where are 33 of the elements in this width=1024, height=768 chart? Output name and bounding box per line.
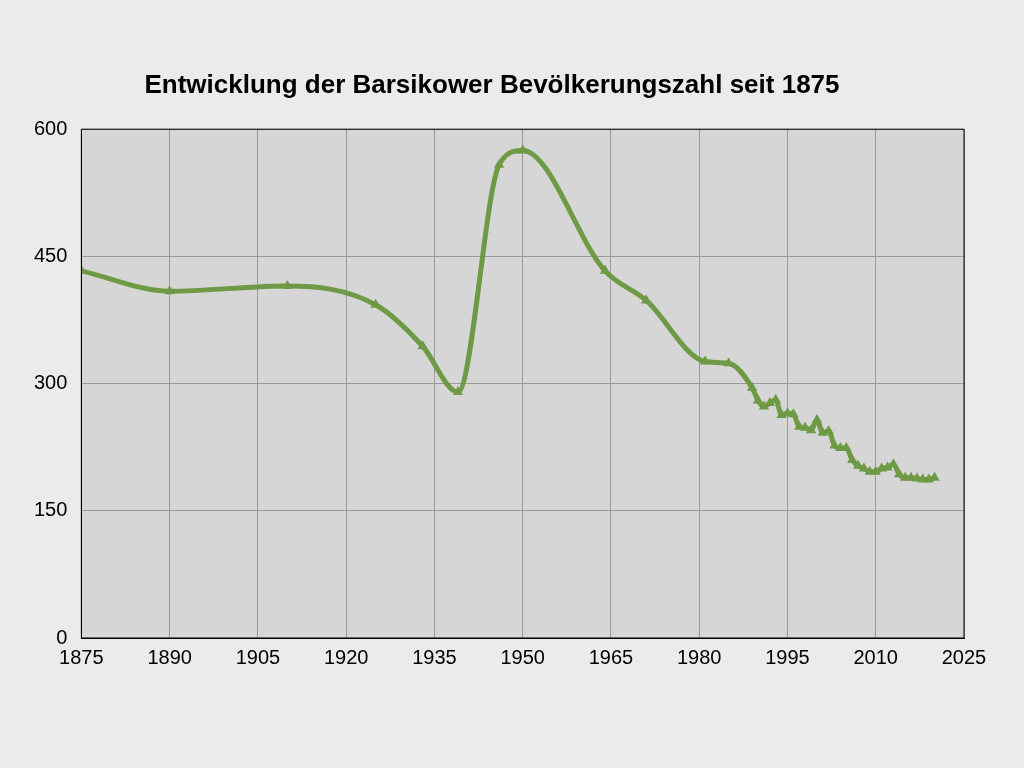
point <box>164 285 175 295</box>
chart-title: Entwicklung der Barsikower Bevölkerungszahl seit 1875 <box>144 68 840 99</box>
x-tick-label: 1995 <box>765 645 810 668</box>
point <box>847 453 858 463</box>
point <box>805 424 817 434</box>
x-tick-label: 1920 <box>323 645 369 668</box>
y-tick-label: 0 <box>56 625 68 648</box>
x-tick-label: 1890 <box>147 645 192 668</box>
x-tick-label: 1950 <box>500 645 545 668</box>
x-tick-label: 1965 <box>588 645 634 668</box>
point <box>811 414 823 424</box>
x-tick-label: 2010 <box>853 645 898 668</box>
point <box>776 408 787 418</box>
point <box>870 465 881 475</box>
point <box>817 426 828 436</box>
point <box>788 408 799 418</box>
x-tick-label: 1980 <box>676 645 722 668</box>
y-tick-label: 300 <box>33 371 68 394</box>
point <box>493 158 505 168</box>
point <box>417 340 428 350</box>
x-tick-label: 1905 <box>235 645 281 668</box>
point <box>699 355 711 365</box>
point <box>452 386 464 396</box>
y-tick-label: 450 <box>33 243 68 266</box>
x-tick-label: 1935 <box>412 645 457 668</box>
y-tick-label: 600 <box>33 116 68 139</box>
x-tick-label: 2025 <box>941 645 987 668</box>
point <box>282 280 293 290</box>
y-tick-label: 150 <box>33 498 68 521</box>
point <box>599 264 611 274</box>
point <box>746 381 758 391</box>
x-tick-label: 1875 <box>59 645 104 668</box>
point <box>752 394 764 404</box>
